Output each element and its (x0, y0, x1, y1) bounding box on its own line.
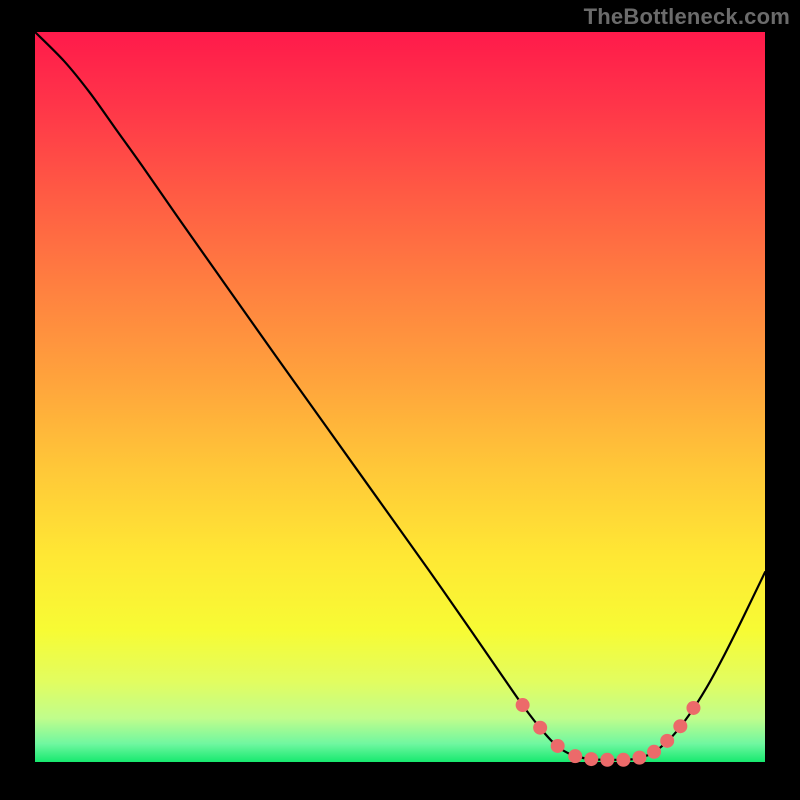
marker-dot (568, 749, 582, 763)
marker-dot (632, 751, 646, 765)
marker-dot (551, 739, 565, 753)
marker-dot (584, 752, 598, 766)
marker-dot (600, 753, 614, 767)
marker-dot (647, 745, 661, 759)
bottleneck-chart (0, 0, 800, 800)
watermark-text: TheBottleneck.com (584, 4, 790, 30)
marker-dot (673, 719, 687, 733)
chart-container: TheBottleneck.com (0, 0, 800, 800)
marker-dot (533, 721, 547, 735)
marker-dot (660, 734, 674, 748)
marker-dot (516, 698, 530, 712)
plot-background (35, 32, 765, 762)
marker-dot (616, 753, 630, 767)
marker-dot (686, 701, 700, 715)
